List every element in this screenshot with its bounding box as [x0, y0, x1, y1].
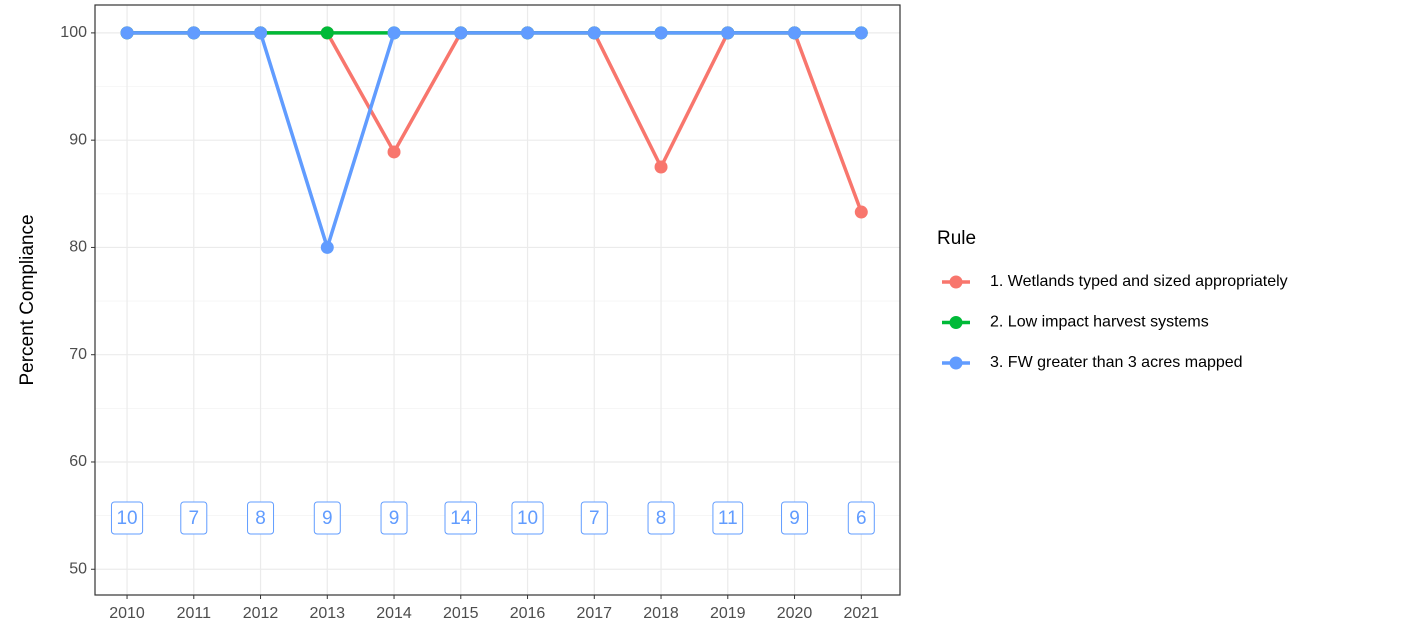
series-line [127, 31, 863, 213]
x-tick-label: 2010 [109, 605, 145, 622]
data-point [320, 240, 334, 254]
y-tick-label: 100 [60, 24, 87, 41]
data-point [120, 26, 134, 40]
x-tick-label: 2011 [177, 605, 212, 622]
count-label-text: 9 [322, 508, 333, 529]
data-point [521, 26, 535, 40]
data-point [854, 26, 868, 40]
data-point [254, 26, 268, 40]
data-point [587, 26, 601, 40]
legend-label: 2. Low impact harvest systems [990, 314, 1209, 331]
x-tick-label: 2015 [443, 605, 479, 622]
count-label: 10 [511, 501, 544, 535]
x-tick-label: 2020 [777, 605, 813, 622]
y-tick-label: 70 [69, 346, 87, 363]
y-tick-label: 50 [69, 560, 87, 577]
x-tick-label: 2017 [576, 605, 612, 622]
data-point [654, 160, 668, 174]
data-point [654, 26, 668, 40]
y-tick-label: 90 [69, 131, 87, 148]
count-label-box [712, 501, 744, 535]
count-label-text: 10 [517, 508, 538, 529]
count-label-text: 8 [255, 508, 266, 529]
count-label-box [247, 501, 275, 535]
count-label-box [511, 501, 544, 535]
count-label-box [110, 501, 144, 535]
data-point [187, 26, 201, 40]
x-tick-label: 2019 [710, 605, 746, 622]
data-point [387, 145, 401, 159]
panel-border [94, 4, 901, 596]
count-label-text: 9 [789, 508, 800, 529]
count-label-box [313, 501, 341, 535]
count-label: 11 [712, 501, 744, 535]
count-label-box [781, 501, 809, 535]
x-tick-label: 2021 [843, 605, 879, 622]
count-label: 9 [380, 501, 408, 535]
legend-key-point [949, 275, 963, 289]
count-label: 7 [580, 501, 608, 535]
count-label-text: 14 [450, 508, 472, 529]
y-axis-label: Percent Compliance [17, 214, 38, 385]
count-label-text: 7 [589, 508, 600, 529]
count-label: 6 [847, 501, 875, 535]
data-point [854, 205, 868, 219]
count-label-text: 9 [389, 508, 400, 529]
legend-title: Rule [937, 228, 976, 249]
count-label-box [847, 501, 875, 535]
legend-label: 3. FW greater than 3 acres mapped [990, 354, 1243, 371]
legend-label: 1. Wetlands typed and sized appropriatel… [990, 273, 1288, 290]
count-label: 10 [110, 501, 144, 535]
count-label: 8 [247, 501, 275, 535]
count-label: 9 [781, 501, 809, 535]
data-point [387, 26, 401, 40]
count-label-box [380, 501, 408, 535]
y-tick-label: 80 [69, 239, 87, 256]
x-tick-label: 2016 [510, 605, 546, 622]
count-label-text: 11 [718, 508, 738, 529]
count-label-text: 8 [656, 508, 667, 529]
count-label: 7 [180, 501, 208, 535]
y-tick-label: 60 [69, 453, 87, 470]
count-label: 14 [444, 501, 478, 535]
count-label-box [444, 501, 478, 535]
series-line [127, 31, 862, 254]
x-tick-label: 2013 [309, 605, 345, 622]
x-tick-label: 2012 [243, 605, 279, 622]
count-label-text: 10 [116, 508, 137, 529]
count-label-text: 7 [189, 508, 200, 529]
count-label-box [180, 501, 208, 535]
data-point [454, 26, 468, 40]
legend-key-point [949, 316, 963, 329]
data-point [320, 26, 334, 40]
count-label: 8 [647, 501, 675, 535]
count-label-box [647, 501, 675, 535]
count-label-text: 6 [856, 508, 867, 529]
count-label: 9 [313, 501, 341, 535]
legend-key-point [949, 356, 963, 370]
count-label-box [580, 501, 608, 535]
x-tick-label: 2018 [643, 605, 679, 622]
data-point [721, 26, 735, 40]
data-point [788, 26, 802, 40]
x-tick-label: 2014 [376, 605, 412, 622]
